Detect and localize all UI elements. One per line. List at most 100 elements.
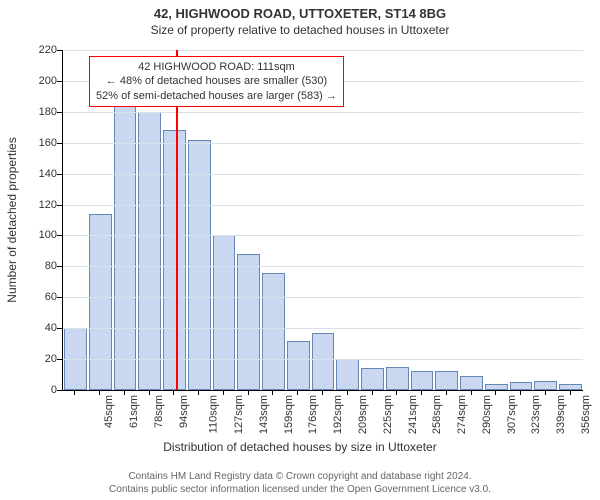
x-tick-mark [347,390,348,395]
y-tick-label: 200 [27,75,57,87]
y-tick-label: 60 [27,291,57,303]
y-tick-label: 0 [27,384,57,396]
y-tick-label: 120 [27,199,57,211]
x-tick-label: 307sqm [506,395,518,434]
x-tick-label: 176sqm [308,395,320,434]
y-tick-mark [57,143,62,144]
x-tick-mark [446,390,447,395]
bar [213,235,236,390]
x-tick-mark [248,390,249,395]
bar [336,359,359,390]
y-tick-mark [57,50,62,51]
x-tick-label: 143sqm [258,395,270,434]
annotation-line1: 42 HIGHWOOD ROAD: 111sqm [96,60,337,74]
x-tick-mark [520,390,521,395]
x-tick-label: 209sqm [357,395,369,434]
x-tick-label: 356sqm [580,395,592,434]
x-tick-mark [198,390,199,395]
y-tick-mark [57,174,62,175]
x-tick-mark [173,390,174,395]
bar [138,112,161,390]
x-tick-label: 323sqm [530,395,542,434]
x-tick-label: 258sqm [431,395,443,434]
x-axis-label: Distribution of detached houses by size … [0,440,600,454]
x-tick-label: 274sqm [456,395,468,434]
y-tick-mark [57,297,62,298]
bar [89,214,112,390]
gridline [63,266,583,267]
x-tick-mark [372,390,373,395]
y-tick-label: 220 [27,44,57,56]
bar [386,367,409,390]
x-tick-label: 45sqm [103,395,115,428]
bar [534,381,557,390]
y-tick-mark [57,205,62,206]
bar [312,333,335,390]
gridline [63,359,583,360]
x-tick-mark [99,390,100,395]
bar [361,368,384,390]
bar [188,140,211,390]
y-tick-mark [57,81,62,82]
x-tick-mark [471,390,472,395]
gridline [63,235,583,236]
x-tick-mark [322,390,323,395]
x-tick-label: 127sqm [233,395,245,434]
annotation-line2: ← 48% of detached houses are smaller (53… [96,74,337,88]
y-tick-label: 80 [27,260,57,272]
footer: Contains HM Land Registry data © Crown c… [0,471,600,496]
x-tick-label: 110sqm [208,395,220,433]
annotation-box: 42 HIGHWOOD ROAD: 111sqm ← 48% of detach… [89,56,344,107]
bar [114,103,137,390]
y-tick-mark [57,235,62,236]
y-axis-label: Number of detached properties [5,137,19,302]
gridline [63,112,583,113]
x-tick-mark [272,390,273,395]
gridline [63,174,583,175]
y-tick-label: 40 [27,322,57,334]
y-tick-mark [57,390,62,391]
x-tick-label: 225sqm [382,395,394,434]
x-tick-mark [223,390,224,395]
y-tick-mark [57,266,62,267]
x-tick-mark [421,390,422,395]
footer-line2: Contains public sector information licen… [0,484,600,497]
bar [163,130,186,390]
y-tick-mark [57,112,62,113]
x-tick-mark [495,390,496,395]
gridline [63,50,583,51]
x-tick-label: 241sqm [407,395,419,434]
x-tick-label: 192sqm [332,395,344,434]
y-tick-label: 180 [27,106,57,118]
x-tick-mark [124,390,125,395]
x-tick-mark [396,390,397,395]
x-tick-label: 78sqm [153,395,165,428]
x-tick-label: 339sqm [555,395,567,434]
x-tick-mark [149,390,150,395]
x-tick-label: 94sqm [178,395,190,428]
x-tick-mark [545,390,546,395]
bar [287,341,310,390]
page-subtitle: Size of property relative to detached ho… [0,21,600,37]
footer-line1: Contains HM Land Registry data © Crown c… [0,471,600,484]
chart: Number of detached properties 42 HIGHWOO… [62,50,582,390]
bar [510,382,533,390]
x-tick-mark [570,390,571,395]
gridline [63,143,583,144]
x-tick-label: 159sqm [283,395,295,434]
page-title: 42, HIGHWOOD ROAD, UTTOXETER, ST14 8BG [0,0,600,21]
gridline [63,328,583,329]
x-tick-label: 290sqm [481,395,493,434]
x-tick-label: 61sqm [128,395,140,428]
y-tick-label: 160 [27,137,57,149]
y-tick-label: 100 [27,229,57,241]
gridline [63,205,583,206]
y-tick-mark [57,359,62,360]
annotation-line3: 52% of semi-detached houses are larger (… [96,89,337,103]
y-tick-mark [57,328,62,329]
y-tick-label: 140 [27,168,57,180]
gridline [63,297,583,298]
plot-area: 42 HIGHWOOD ROAD: 111sqm ← 48% of detach… [62,50,583,391]
bar [411,371,434,390]
bar [237,254,260,390]
